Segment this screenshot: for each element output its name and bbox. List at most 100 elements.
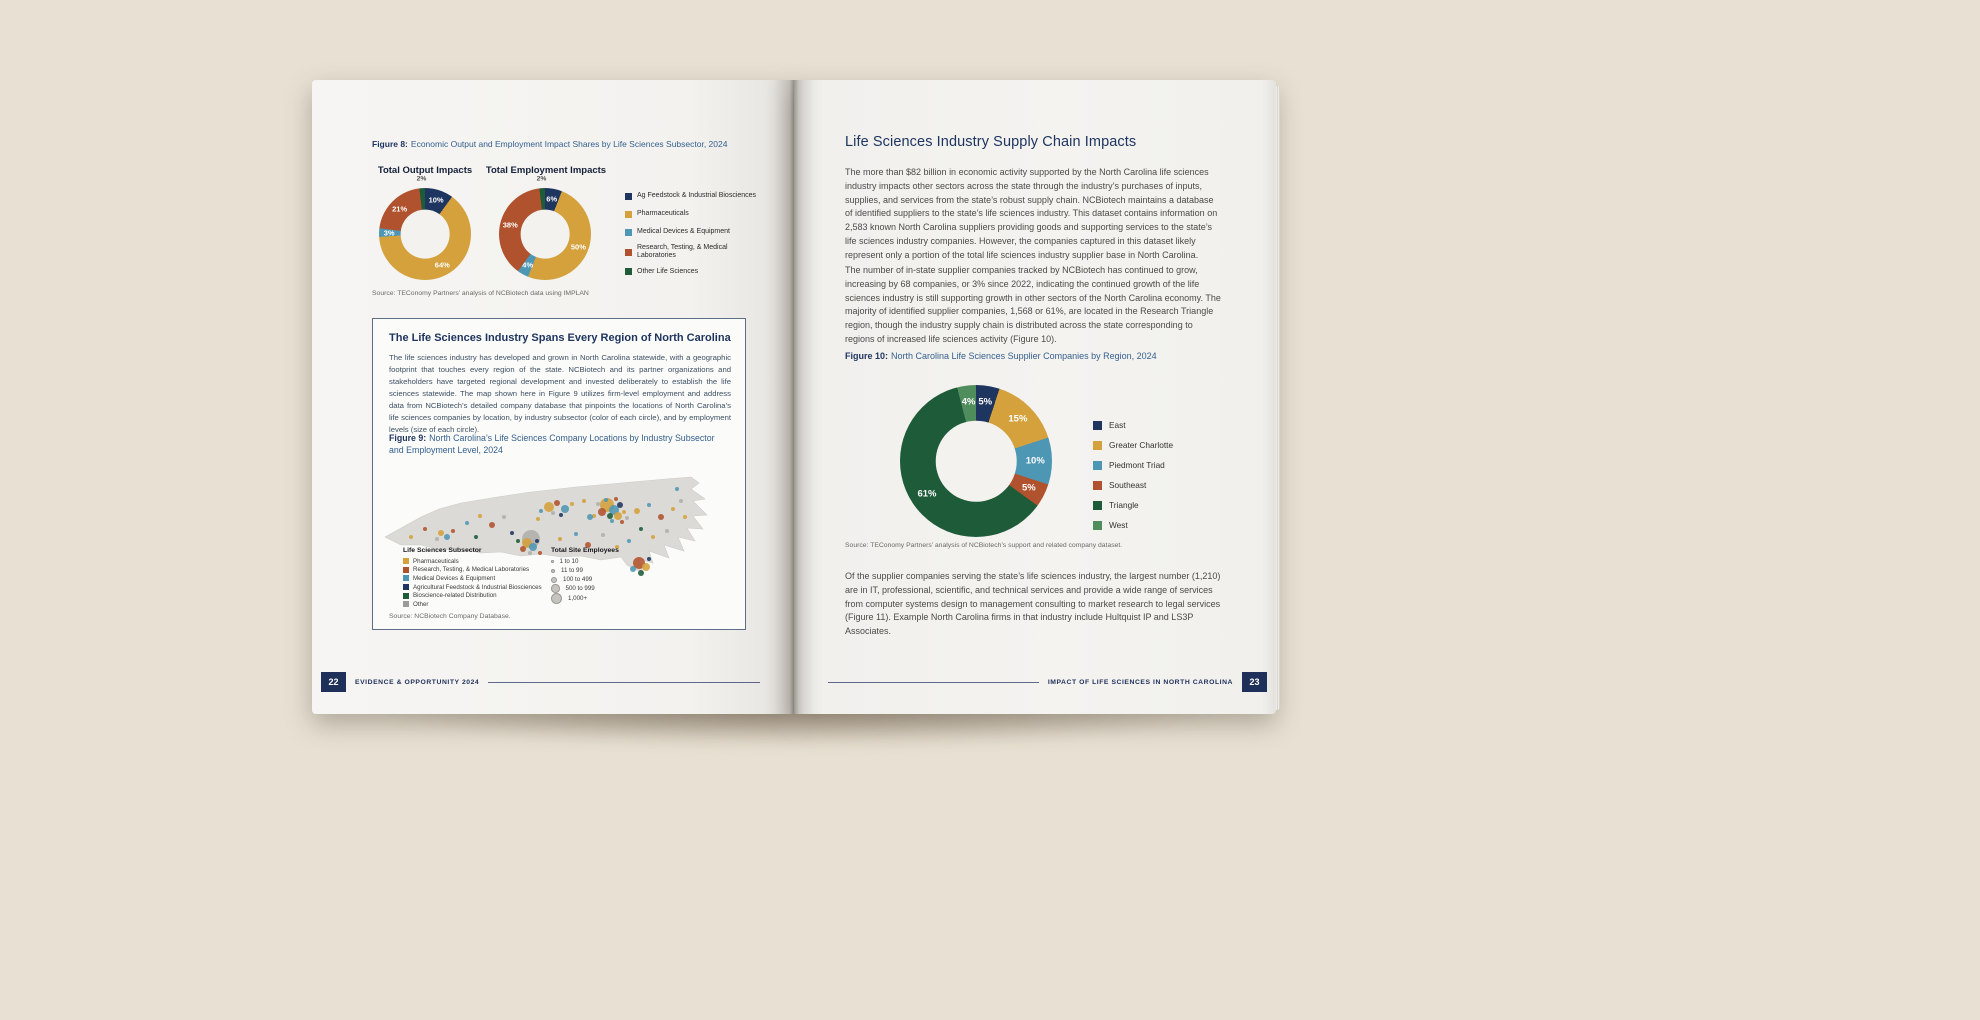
output-impacts-donut-chart: 10% 64% 3% 21% 2% xyxy=(379,176,471,280)
legend-item: Ag Feedstock & Industrial Biosciences xyxy=(625,190,760,203)
legend-label: Triangle xyxy=(1109,500,1139,510)
donut-slice-label: 2% xyxy=(536,175,547,183)
figure10-legend: East Greater Charlotte Piedmont Triad South… xyxy=(1093,418,1233,532)
company-dot xyxy=(561,505,569,513)
company-dot xyxy=(675,487,679,491)
company-dot xyxy=(582,499,586,503)
employment-impacts-donut-chart: 6% 50% 4% 38% 2% xyxy=(499,176,591,280)
legend-item: Agricultural Feedstock & Industrial Bios… xyxy=(403,583,542,592)
company-dot xyxy=(617,502,623,508)
supply-chain-para-1: The more than $82 billion in economic ac… xyxy=(845,167,1218,260)
company-dot xyxy=(535,539,539,543)
company-dot xyxy=(409,535,413,539)
map-size-legend-title: Total Site Employees xyxy=(551,547,619,554)
size-legend-item: 500 to 999 xyxy=(551,584,619,593)
left-footer-label: EVIDENCE & OPPORTUNITY 2024 xyxy=(355,678,480,686)
company-dot xyxy=(554,500,560,506)
legend-label: West xyxy=(1109,520,1128,530)
legend-label: Bioscience-related Distribution xyxy=(413,592,497,600)
supply-chain-para-2: The number of in-state supplier companie… xyxy=(845,265,1221,344)
donut-slice-label: 4% xyxy=(522,260,534,270)
company-dot xyxy=(620,520,624,524)
company-dot xyxy=(559,513,563,517)
company-dot xyxy=(438,530,444,536)
figure8-source: Source: TEConomy Partners’ analysis of N… xyxy=(372,290,589,297)
company-dot xyxy=(465,521,469,525)
legend-item: Pharmaceuticals xyxy=(625,208,760,221)
legend-swatch xyxy=(625,211,632,218)
legend-item: Research, Testing, & Medical Laboratorie… xyxy=(403,566,542,575)
legend-label: Piedmont Triad xyxy=(1109,460,1165,470)
donut-slice-label: 61% xyxy=(917,488,937,500)
company-dot xyxy=(614,512,622,520)
company-dot xyxy=(516,539,520,543)
donut-slice-label: 5% xyxy=(1021,482,1036,494)
legend-label: East xyxy=(1109,420,1126,430)
legend-item: Research, Testing, & Medical Laboratorie… xyxy=(625,244,760,260)
company-dot xyxy=(435,537,439,541)
company-dot xyxy=(625,516,629,520)
donut-slice-label: 10% xyxy=(428,195,444,205)
company-dot xyxy=(614,497,618,501)
legend-label: Research, Testing, & Medical Laboratorie… xyxy=(413,566,530,574)
size-dot xyxy=(551,560,554,563)
legend-item: West xyxy=(1093,518,1233,532)
company-dot xyxy=(528,551,532,555)
donut-slice-label: 2% xyxy=(416,175,427,183)
company-dot xyxy=(622,510,626,514)
size-legend-item: 1,000+ xyxy=(551,593,619,604)
company-dot xyxy=(647,503,651,507)
legend-label: Medical Devices & Equipment xyxy=(413,574,496,582)
figure9-caption-text: North Carolina’s Life Sciences Company L… xyxy=(389,433,715,455)
region-callout-box: The Life Sciences Industry Spans Every R… xyxy=(372,318,746,630)
output-chart-title: Total Output Impacts xyxy=(377,165,473,176)
supply-chain-para-3: Of the supplier companies serving the st… xyxy=(845,571,1221,637)
legend-swatch xyxy=(403,558,409,565)
legend-label: 1,000+ xyxy=(568,595,588,602)
company-dot xyxy=(451,529,455,533)
company-dot xyxy=(658,514,664,520)
legend-item: East xyxy=(1093,418,1233,432)
size-legend-item: 100 to 499 xyxy=(551,575,619,584)
company-dot xyxy=(601,533,605,537)
company-dot xyxy=(502,515,506,519)
legend-swatch xyxy=(1093,420,1102,430)
legend-item: Medical Devices & Equipment xyxy=(625,226,760,239)
map-subsector-legend: Life Sciences Subsector Pharmaceuticals R… xyxy=(403,547,542,609)
legend-swatch xyxy=(1093,520,1102,530)
legend-item: Other Life Sciences xyxy=(625,265,760,278)
supplier-regions-donut-chart: 5% 15% 10% 5% 61% 4% xyxy=(900,385,1052,537)
company-dot xyxy=(665,529,669,533)
left-page-number: 22 xyxy=(328,677,339,687)
legend-label: Agricultural Feedstock & Industrial Bios… xyxy=(413,583,542,591)
legend-swatch xyxy=(403,584,409,591)
right-page: Life Sciences Industry Supply Chain Impa… xyxy=(794,80,1280,714)
company-dot xyxy=(444,534,450,540)
legend-label: Ag Feedstock & Industrial Biosciences xyxy=(637,192,757,200)
figure9-label: Figure 9: xyxy=(389,433,427,443)
left-page-footer: 22 EVIDENCE & OPPORTUNITY 2024 xyxy=(321,672,760,692)
donut-slice-label: 15% xyxy=(1008,413,1028,425)
company-dot xyxy=(529,543,537,551)
legend-label: 11 to 99 xyxy=(561,567,583,574)
legend-item: Greater Charlotte xyxy=(1093,438,1233,452)
left-footer-rule xyxy=(488,681,760,683)
donut-slice-label: 5% xyxy=(978,396,993,408)
figure8-legend: Ag Feedstock & Industrial Biosciences Pha… xyxy=(625,190,760,278)
right-page-number: 23 xyxy=(1249,677,1260,687)
figure10-caption: Figure 10: North Carolina Life Sciences S… xyxy=(845,350,1223,362)
company-dot xyxy=(570,502,574,506)
legend-label: 500 to 999 xyxy=(565,585,595,592)
legend-swatch xyxy=(625,229,632,236)
size-dot xyxy=(551,584,560,593)
book-spread: Figure 8: Economic Output and Employment … xyxy=(312,80,1280,714)
company-dot xyxy=(478,514,482,518)
legend-swatch xyxy=(403,601,409,608)
donut-slice-label: 10% xyxy=(1025,455,1045,467)
figure10-source: Source: TEConomy Partners’ analysis of N… xyxy=(845,542,1123,549)
legend-swatch xyxy=(1093,460,1102,470)
legend-swatch xyxy=(403,592,409,599)
left-page-number-box: 22 xyxy=(321,672,346,692)
region-box-body: The life sciences industry has developed… xyxy=(389,353,731,435)
